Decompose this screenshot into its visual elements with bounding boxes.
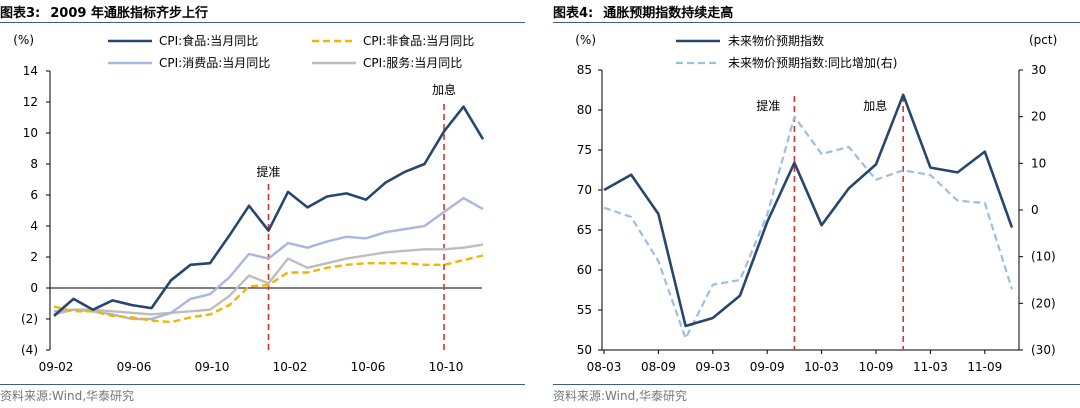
left-title-prefix: 图表3:: [0, 6, 41, 21]
right-x-tick-label: 10-09: [859, 360, 894, 374]
right-title-text: 通胀预期指数持续走高: [603, 6, 734, 21]
right-right-tick-label: 0: [1031, 203, 1039, 217]
left-legend-label: CPI:非食品:当月同比: [363, 33, 474, 48]
right-panel: 图表4: 通胀预期指数持续走高 (%) (pct) 50 55 60 65 70 75 80 85(…: [553, 0, 1080, 408]
right-left-tick-label: 80: [577, 103, 592, 117]
right-x-tick-label: 09-09: [750, 360, 785, 374]
right-right-tick-label: 20: [1031, 110, 1046, 124]
left-x-tick-label: 10-06: [351, 360, 386, 374]
left-event-label: 提准: [256, 164, 280, 179]
left-x-tick-label: 10-10: [429, 360, 464, 374]
left-y-tick-label: 10: [23, 126, 38, 140]
left-y-tick-label: 6: [30, 188, 38, 202]
left-x-tick-label: 09-02: [39, 360, 74, 374]
left-x-tick-label: 09-10: [195, 360, 230, 374]
left-y-tick-label: 12: [23, 95, 38, 109]
right-legend-label: 未来物价预期指数: [728, 33, 824, 48]
right-series-line: [603, 93, 1014, 328]
left-y-tick-label: 2: [30, 250, 38, 264]
right-x-tick-label: 10-03: [804, 360, 839, 374]
right-legend-label: 未来物价预期指数:同比增加(右): [728, 55, 897, 70]
left-series-line: [53, 254, 484, 324]
left-bottom-rule: [0, 384, 525, 385]
left-y-unit: (%): [13, 33, 34, 47]
left-chart: (%) (4) (2) 0 2 4 6 8 10 12 14 09-02 09-06 09-10 10-02…: [13, 33, 485, 374]
left-legend-label: CPI:服务:当月同比: [363, 55, 462, 70]
right-x-tick-label: 08-09: [641, 360, 676, 374]
right-event-label: 加息: [863, 98, 887, 113]
right-left-tick-label: 55: [577, 303, 592, 317]
right-series-line: [603, 115, 1014, 340]
right-left-tick-label: 50: [577, 343, 592, 357]
right-x-tick-label: 11-09: [967, 360, 1002, 374]
right-left-tick-label: 70: [577, 183, 592, 197]
right-x-tick-label: 11-03: [913, 360, 948, 374]
left-panel-title: 图表3: 2009 年通胀指标齐步上行: [0, 2, 218, 21]
left-y-tick-label: 14: [23, 64, 38, 78]
right-right-unit: (pct): [1029, 33, 1057, 47]
left-source: 资料来源:Wind,华泰研究: [0, 389, 135, 403]
right-left-tick-label: 65: [577, 223, 592, 237]
right-x-tick-label: 08-03: [587, 360, 622, 374]
left-panel: 图表3: 2009 年通胀指标齐步上行 (%) (4) (2) 0 2 4 6 8 10 12 14 0…: [0, 0, 525, 408]
left-series-line: [53, 243, 484, 316]
right-panel-title: 图表4: 通胀预期指数持续走高: [553, 2, 743, 21]
right-top-rule: [553, 22, 1080, 23]
right-event-label: 提准: [756, 98, 780, 113]
left-legend-label: CPI:消费品:当月同比: [159, 56, 270, 70]
right-left-tick-label: 75: [577, 143, 592, 157]
right-right-tick-label: (20): [1031, 296, 1056, 310]
left-y-tick-label: (2): [21, 312, 38, 326]
right-x-tick-label: 09-03: [695, 360, 730, 374]
left-y-tick-label: 4: [30, 219, 38, 233]
right-title-prefix: 图表4:: [553, 6, 594, 21]
left-legend-label: CPI:食品:当月同比: [159, 33, 258, 48]
right-right-tick-label: 30: [1031, 63, 1046, 77]
right-right-tick-label: (10): [1031, 250, 1056, 264]
right-right-tick-label: 10: [1031, 156, 1046, 170]
right-left-unit: (%): [575, 33, 596, 47]
left-event-label: 加息: [432, 82, 456, 97]
right-chart: (%) (pct) 50 55 60 65 70 75 80 85 (30) (20) (10) 0 10 2…: [575, 33, 1057, 374]
right-bottom-rule: [553, 384, 1080, 385]
left-series-line: [53, 105, 485, 317]
right-source: 资料来源:Wind,华泰研究: [553, 389, 688, 403]
left-y-tick-label: 8: [30, 157, 38, 171]
right-left-tick-label: 60: [577, 263, 592, 277]
left-title-text: 2009 年通胀指标齐步上行: [50, 6, 208, 21]
left-y-tick-label: 0: [30, 281, 38, 295]
left-x-tick-label: 10-02: [273, 360, 308, 374]
left-y-tick-label: (4): [21, 343, 38, 357]
left-top-rule: [0, 22, 525, 23]
right-left-tick-label: 85: [577, 63, 592, 77]
right-right-tick-label: (30): [1031, 343, 1056, 357]
left-x-tick-label: 09-06: [117, 360, 152, 374]
